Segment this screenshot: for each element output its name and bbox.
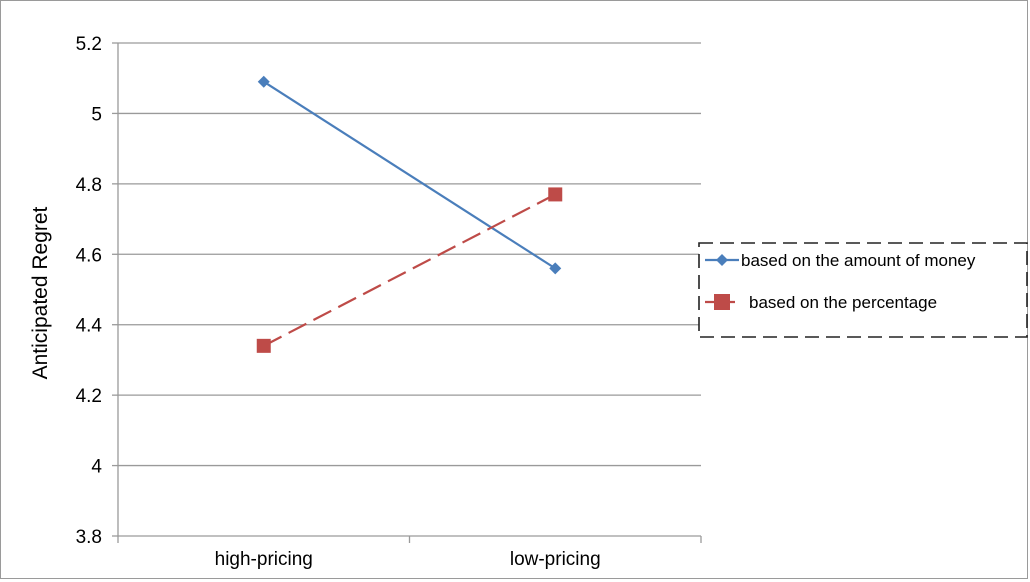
y-tick-label: 5.2 — [76, 34, 102, 55]
x-tick-label: high-pricing — [215, 549, 313, 570]
series-line — [263, 80, 556, 270]
gridlines — [112, 42, 701, 537]
legend-item: based on the percentage — [705, 293, 937, 312]
legend-marker — [716, 254, 728, 266]
y-tick-label: 5 — [91, 104, 102, 125]
y-tick-labels: 3.8 4 4.2 4.4 4.6 4.8 5 5.2 — [76, 34, 103, 548]
data-point — [549, 262, 562, 275]
series-layer — [256, 75, 563, 353]
y-tick-label: 4 — [91, 457, 102, 478]
data-point — [548, 187, 563, 202]
legend-label: based on the amount of money — [741, 251, 976, 270]
legend-label: based on the percentage — [749, 293, 937, 312]
legend: based on the amount of money based on the… — [698, 242, 1028, 338]
y-axis-title: Anticipated Regret — [29, 206, 52, 379]
legend-item: based on the amount of money — [705, 251, 976, 270]
series-1 — [257, 75, 562, 275]
legend-marker — [714, 294, 730, 310]
axes — [117, 43, 702, 543]
series-line — [263, 193, 556, 347]
y-tick-label: 4.8 — [76, 175, 102, 196]
series-2 — [256, 187, 563, 353]
data-point — [256, 338, 271, 353]
x-tick-label: low-pricing — [510, 549, 601, 570]
x-tick-labels: high-pricing low-pricing — [215, 549, 601, 570]
legend-box — [698, 242, 1028, 338]
y-tick-label: 4.2 — [76, 386, 102, 407]
y-tick-label: 3.8 — [76, 527, 102, 548]
y-tick-label: 4.6 — [76, 245, 102, 266]
data-point — [257, 75, 270, 88]
y-tick-label: 4.4 — [76, 316, 103, 337]
